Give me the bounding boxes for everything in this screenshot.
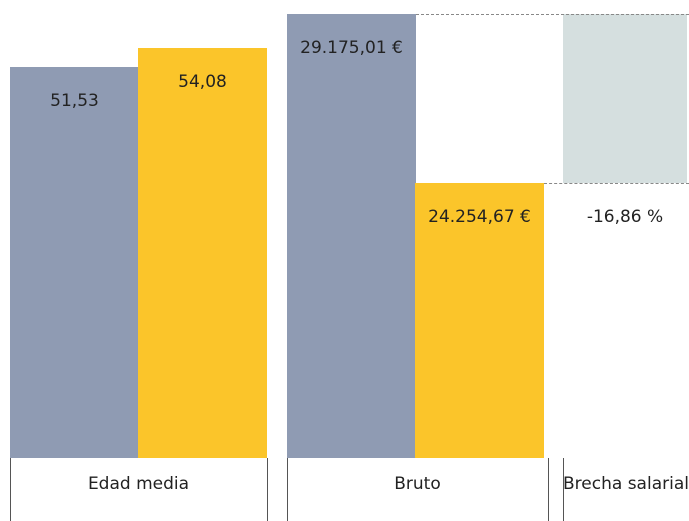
dashed-line — [416, 13, 689, 15]
gap-box — [563, 13, 687, 183]
category-label: Edad media — [87, 474, 190, 494]
separator — [287, 458, 288, 521]
category-label: Bruto — [394, 474, 441, 494]
bar — [138, 48, 267, 458]
value-label: 24.254,67 € — [428, 206, 531, 227]
value-label: 54,08 — [178, 72, 227, 93]
separator — [267, 458, 268, 521]
bar — [10, 67, 139, 458]
separator — [10, 458, 11, 521]
dashed-line — [544, 182, 689, 184]
separator — [563, 458, 564, 521]
bar — [415, 182, 544, 458]
separator — [548, 458, 549, 521]
bar — [287, 13, 416, 458]
value-label: 51,53 — [50, 91, 99, 112]
value-label: 29.175,01 € — [300, 37, 403, 58]
category-label: Brecha salarial — [563, 474, 689, 494]
value-label: -16,86 % — [586, 206, 664, 227]
